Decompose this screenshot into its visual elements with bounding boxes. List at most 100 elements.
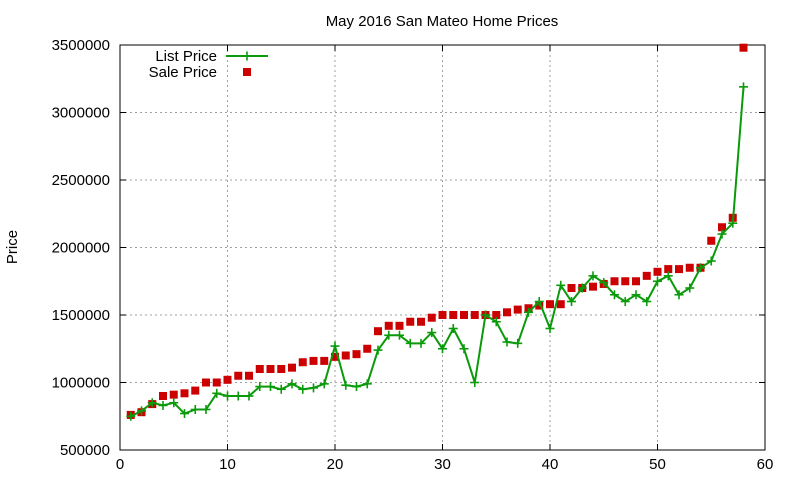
- list-price-point: [212, 388, 222, 398]
- sale-price-point: [395, 321, 404, 330]
- y-tick-label: 500000: [60, 442, 110, 459]
- sale-price-point: [685, 263, 694, 272]
- list-price-point: [717, 229, 727, 239]
- list-price-point: [373, 345, 383, 355]
- sale-price-point: [255, 365, 264, 373]
- list-price-point: [169, 398, 179, 408]
- y-axis-label: Price: [4, 230, 21, 264]
- list-price-point: [642, 297, 652, 306]
- list-price-point: [567, 297, 576, 306]
- sale-price-point: [642, 271, 651, 280]
- sale-price-point: [427, 313, 436, 322]
- sale-price-point: [374, 327, 382, 336]
- sale-price-point: [266, 365, 275, 373]
- y-tick-label: 1000000: [52, 375, 110, 392]
- sale-price-point: [234, 371, 243, 380]
- sale-price-point: [159, 392, 167, 400]
- list-price-point: [663, 271, 673, 281]
- list-price-point: [524, 307, 533, 317]
- list-price-point: [405, 338, 415, 348]
- sale-price-point: [546, 300, 554, 309]
- sale-price-point: [212, 378, 221, 387]
- list-price-point: [287, 379, 297, 389]
- sale-price-point: [503, 308, 511, 317]
- list-price-point: [502, 337, 512, 347]
- list-price-point: [416, 338, 426, 348]
- x-tick-label: 20: [327, 456, 344, 473]
- list-price-point: [330, 341, 340, 351]
- list-price-point: [147, 398, 157, 408]
- list-price-point: [653, 276, 662, 286]
- list-price-point: [427, 328, 437, 338]
- sale-price-point: [331, 352, 339, 361]
- sale-price-point: [632, 277, 640, 286]
- sale-price-point: [653, 267, 662, 276]
- list-price-point: [266, 382, 275, 392]
- sale-price-point: [460, 311, 468, 319]
- list-price-point: [739, 82, 748, 92]
- sale-price-point: [675, 265, 683, 274]
- list-price-point: [728, 218, 738, 228]
- list-price-point: [620, 297, 630, 306]
- sale-price-point: [718, 223, 726, 232]
- sale-price-point: [589, 282, 597, 291]
- list-price-point: [631, 290, 641, 300]
- list-price-point: [438, 344, 447, 354]
- sale-price-point: [567, 284, 576, 292]
- list-price-point: [244, 391, 254, 401]
- list-price-point: [319, 379, 329, 389]
- list-price-point: [545, 324, 555, 333]
- list-price-point: [706, 256, 716, 266]
- y-tick-label: 2000000: [52, 240, 110, 257]
- chart-title: May 2016 San Mateo Home Prices: [326, 13, 559, 30]
- list-price-point: [610, 290, 619, 300]
- list-price-point: [599, 278, 609, 288]
- list-price-point: [481, 310, 490, 320]
- list-price-point: [298, 384, 308, 394]
- list-price-point: [696, 263, 705, 273]
- sale-price-point: [309, 356, 318, 365]
- series-sale-price: [126, 43, 748, 419]
- x-tick-label: 0: [116, 456, 124, 473]
- list-price-point: [534, 297, 544, 306]
- list-price-point: [556, 280, 566, 290]
- sale-price-point: [363, 344, 372, 353]
- list-price-point: [190, 405, 200, 414]
- legend-label-list-price: List Price: [155, 48, 217, 65]
- sale-price-point: [245, 371, 253, 380]
- x-tick-label: 60: [757, 456, 774, 473]
- sale-price-point: [298, 358, 307, 367]
- list-price-point: [158, 400, 168, 410]
- list-price-point: [685, 283, 695, 293]
- list-price-point: [223, 391, 232, 401]
- sale-price-point: [610, 277, 619, 286]
- sale-price-point: [438, 311, 447, 319]
- sale-price-point: [417, 317, 425, 326]
- legend-label-sale-price: Sale Price: [149, 64, 217, 81]
- sale-price-point: [169, 390, 178, 399]
- legend-marker-list-price: [242, 51, 252, 61]
- sale-price-point: [513, 305, 522, 314]
- sale-price-point: [341, 351, 350, 360]
- series-list-price: [126, 82, 748, 421]
- sale-price-point: [277, 365, 286, 373]
- sale-price-point: [384, 321, 393, 330]
- list-price-point: [384, 330, 394, 340]
- list-price-point: [309, 383, 318, 393]
- data-series: [126, 43, 748, 421]
- x-tick-label: 30: [434, 456, 451, 473]
- y-tick-label: 3500000: [52, 37, 110, 54]
- legend: List Price Sale Price: [149, 48, 268, 81]
- sale-price-point: [470, 311, 479, 319]
- sale-price-point: [406, 317, 415, 326]
- list-price-point: [233, 391, 243, 401]
- list-price-point: [491, 317, 501, 327]
- sale-price-point: [180, 389, 189, 398]
- sale-price-point: [223, 375, 232, 384]
- list-price-line: [130, 86, 745, 418]
- sale-price-point: [621, 277, 630, 286]
- sale-price-point: [492, 311, 501, 319]
- list-price-point: [180, 409, 189, 419]
